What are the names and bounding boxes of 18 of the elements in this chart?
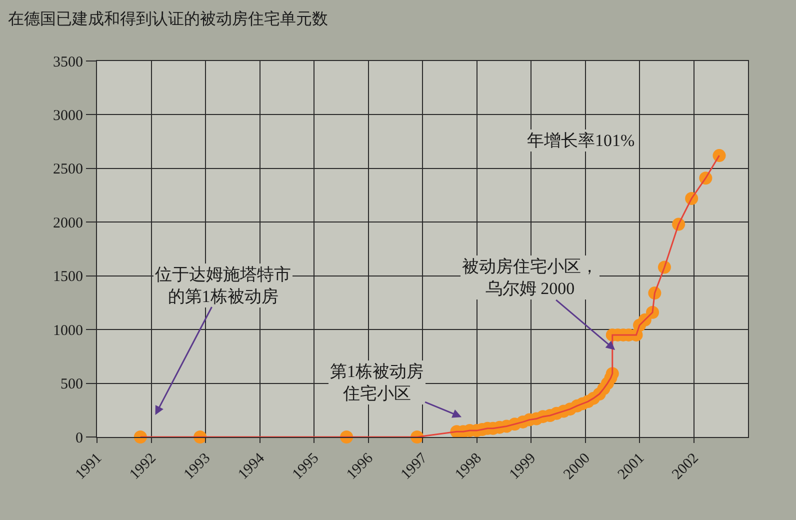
y-tick-label: 1500 bbox=[53, 269, 83, 286]
annotation: 年增长率101% bbox=[527, 131, 635, 150]
chart-title: 在德国已建成和得到认证的被动房住宅单元数 bbox=[8, 10, 328, 28]
annotation: 被动房住宅小区，乌尔姆 2000 bbox=[462, 257, 598, 298]
x-tick-label: 1991 bbox=[72, 450, 106, 483]
x-tick-label: 2001 bbox=[615, 450, 648, 483]
x-tick-label: 1993 bbox=[181, 450, 214, 483]
y-tick-label: 2000 bbox=[53, 215, 83, 232]
annotation: 位于达姆施塔特市的第1栋被动房 bbox=[155, 265, 291, 306]
y-tick-label: 3500 bbox=[53, 54, 83, 70]
y-tick-label: 0 bbox=[76, 430, 83, 446]
y-tick-label: 1000 bbox=[53, 322, 83, 339]
y-tick-label: 3000 bbox=[53, 108, 83, 124]
y-tick-label: 2500 bbox=[53, 162, 83, 178]
x-tick-label: 1999 bbox=[506, 450, 540, 483]
x-tick-label: 1992 bbox=[126, 450, 160, 483]
y-tick-label: 500 bbox=[60, 376, 83, 393]
annotation: 第1栋被动房住宅小区 bbox=[330, 362, 424, 404]
